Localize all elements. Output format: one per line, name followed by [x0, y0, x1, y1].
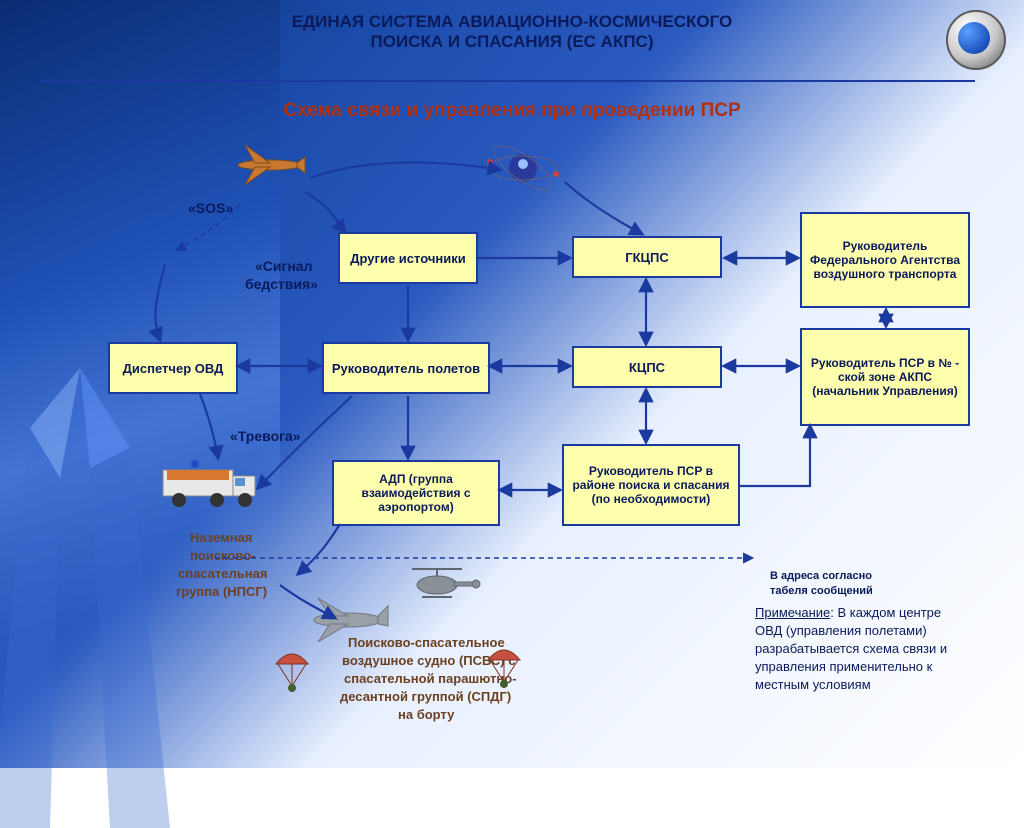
- note-line: Примечание: В каждом центре: [755, 604, 1005, 622]
- label-npsg2: поисково-: [190, 548, 255, 563]
- label-alarm: «Тревога»: [230, 428, 301, 444]
- label-psvs4: десантной группой (СПДГ): [340, 689, 511, 704]
- satellite-icon: [478, 138, 568, 202]
- transport-plane-icon: [300, 590, 392, 642]
- node-psr-region: Руководитель ПСР в районе поиска и спаса…: [562, 444, 740, 526]
- title-line-1: ЕДИНАЯ СИСТЕМА АВИАЦИОННО-КОСМИЧЕСКОГО: [0, 12, 1024, 32]
- node-gkcps: ГКЦПС: [572, 236, 722, 278]
- label-signal1: «Сигнал: [255, 258, 312, 274]
- label-npsg3: спасательная: [178, 566, 267, 581]
- label-sos: «SOS»: [188, 200, 233, 216]
- arrow: [310, 162, 500, 178]
- node-label: Руководитель ПСР в № - ской зоне АКПС (н…: [808, 356, 962, 398]
- node-label: Другие источники: [350, 251, 465, 266]
- label-signal2: бедствия»: [245, 276, 318, 292]
- note-line: управления применительно к: [755, 658, 1005, 676]
- title-line-2: ПОИСКА И СПАСАНИЯ (ЕС АКПС): [0, 32, 1024, 52]
- node-label: Руководитель ПСР в районе поиска и спаса…: [570, 464, 732, 506]
- arrow: [298, 524, 340, 574]
- node-dispatcher: Диспетчер ОВД: [108, 342, 238, 394]
- label-npsg4: группа (НПСГ): [176, 584, 267, 599]
- label-npsg1: Наземная: [190, 530, 252, 545]
- node-other-sources: Другие источники: [338, 232, 478, 284]
- main-title: ЕДИНАЯ СИСТЕМА АВИАЦИОННО-КОСМИЧЕСКОГО П…: [0, 12, 1024, 52]
- node-psr-zone: Руководитель ПСР в № - ской зоне АКПС (н…: [800, 328, 970, 426]
- arrow: [565, 182, 642, 234]
- arrow: [200, 394, 218, 458]
- parachute-icon: [272, 648, 312, 694]
- label-addr2: табеля сообщений: [770, 585, 873, 597]
- aircraft-icon: [225, 135, 315, 195]
- node-adp: АДП (группа взаимодействия с аэропортом): [332, 460, 500, 526]
- helicopter-icon: [392, 555, 482, 605]
- parachute-icon: [484, 644, 524, 690]
- node-label: АДП (группа взаимодействия с аэропортом): [340, 472, 492, 514]
- node-label: Руководитель полетов: [332, 361, 480, 376]
- rescue-truck-icon: [155, 452, 265, 514]
- note-line: местным условиям: [755, 676, 1005, 694]
- node-label: ГКЦПС: [625, 250, 669, 265]
- node-label: КЦПС: [629, 360, 665, 375]
- node-kcps: КЦПС: [572, 346, 722, 388]
- node-flight-director: Руководитель полетов: [322, 342, 490, 394]
- arrow: [155, 265, 165, 340]
- note-line: ОВД (управления полетами): [755, 622, 1005, 640]
- arrow: [305, 192, 345, 232]
- arrow: [740, 426, 810, 486]
- footnote: Примечание: В каждом центреОВД (управлен…: [755, 604, 1005, 694]
- subtitle: Схема связи и управления при проведении …: [0, 100, 1024, 122]
- title-underline: [40, 80, 975, 82]
- note-line: разрабатывается схема связи и: [755, 640, 1005, 658]
- node-label: Диспетчер ОВД: [123, 361, 224, 376]
- label-psvs5: на борту: [398, 707, 454, 722]
- node-federal-head: Руководитель Федерального Агентства возд…: [800, 212, 970, 308]
- node-label: Руководитель Федерального Агентства возд…: [808, 239, 962, 281]
- label-addr1: В адреса согласно: [770, 570, 872, 582]
